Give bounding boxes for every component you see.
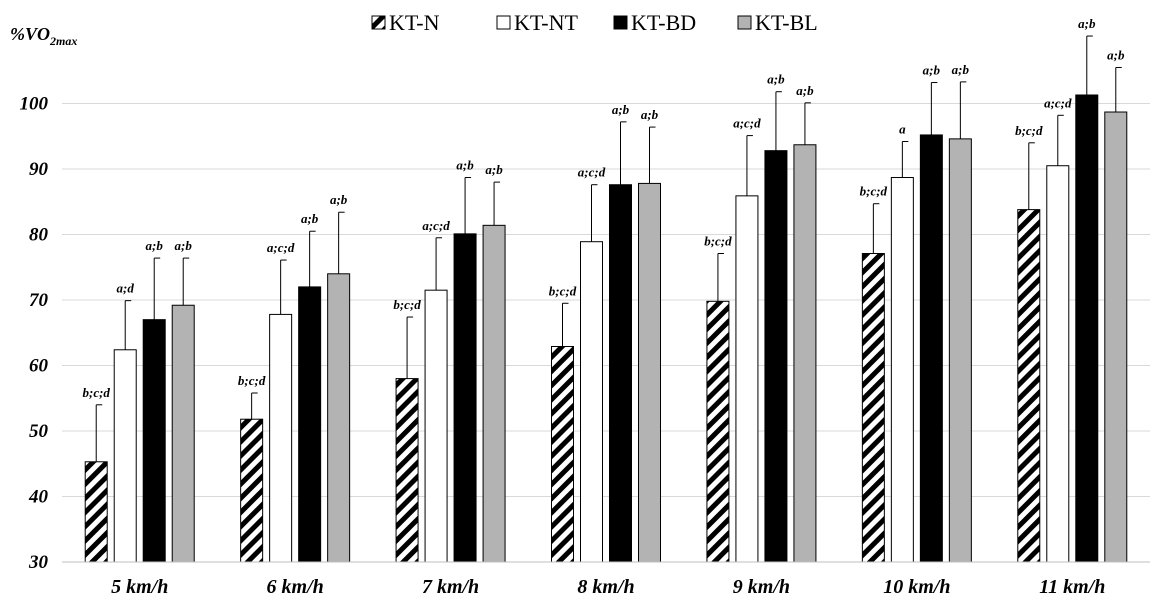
bar bbox=[919, 134, 943, 563]
bar bbox=[890, 177, 914, 563]
significance-labels: b;c;da;da;b a;bb;c;da;c;da;ba;bb;c;da;c;d… bbox=[82, 16, 1124, 400]
significance-label: a;b bbox=[641, 107, 659, 122]
legend: KT-N KT-NT KT-BD KT-BL bbox=[371, 10, 818, 35]
bar bbox=[1017, 209, 1041, 563]
significance-label: a;b bbox=[612, 102, 630, 117]
significance-label: a;c;d bbox=[422, 218, 450, 233]
x-axis-labels: 5 km/h 6 km/h 7 km/h 8 km/h 9 km/h 10 km/h 11 … bbox=[111, 576, 1105, 598]
significance-label: a;b bbox=[485, 162, 503, 177]
legend-swatch bbox=[371, 15, 386, 30]
significance-label: b;c;d bbox=[82, 385, 110, 400]
bar bbox=[706, 300, 730, 563]
bar bbox=[793, 144, 817, 563]
y-tick-label: 70 bbox=[29, 290, 49, 311]
bar bbox=[424, 289, 448, 563]
significance-label: a;b bbox=[330, 192, 348, 207]
x-tick-label: 6 km/h bbox=[267, 576, 324, 598]
grid bbox=[62, 103, 1150, 497]
bar bbox=[638, 182, 661, 563]
significance-label: a;b bbox=[923, 63, 941, 78]
significance-label: b;c;d bbox=[549, 283, 577, 298]
significance-label: b;c;d bbox=[238, 373, 266, 388]
legend-swatch bbox=[737, 15, 752, 30]
legend-label: KT-BD bbox=[631, 10, 696, 35]
bar bbox=[482, 224, 506, 563]
y-tick-label: 80 bbox=[29, 225, 49, 246]
legend-swatch bbox=[613, 15, 628, 30]
bar bbox=[269, 313, 293, 563]
significance-label: a;b bbox=[767, 72, 785, 87]
legend-label: KT-BL bbox=[755, 10, 818, 35]
y-axis-ticks: 30 40 50 60 70 80 90 100 bbox=[20, 94, 49, 574]
significance-label: a;c;d bbox=[1044, 95, 1072, 110]
significance-label: a;b bbox=[796, 83, 814, 98]
significance-label: a;d bbox=[117, 281, 135, 296]
x-tick-label: 11 km/h bbox=[1039, 576, 1105, 598]
bars bbox=[84, 94, 1128, 563]
y-tick-label: 40 bbox=[28, 487, 49, 508]
bar bbox=[240, 418, 264, 563]
x-tick-label: 8 km/h bbox=[577, 576, 634, 598]
significance-label: a;b bbox=[1078, 16, 1096, 31]
bar bbox=[609, 184, 632, 563]
significance-label: a bbox=[899, 121, 906, 136]
y-axis-label-sub: 2max bbox=[49, 34, 77, 48]
bar bbox=[1046, 165, 1070, 563]
bar bbox=[948, 138, 972, 563]
x-tick-label: 7 km/h bbox=[422, 576, 479, 598]
bar bbox=[113, 349, 137, 563]
significance-label: b;c;d bbox=[704, 233, 732, 248]
y-tick-label: 30 bbox=[28, 552, 49, 573]
bar bbox=[861, 252, 885, 563]
error-bars bbox=[95, 35, 1122, 462]
significance-label: a;b bbox=[952, 62, 970, 77]
significance-label: a;b bbox=[456, 158, 474, 173]
x-tick-label: 9 km/h bbox=[733, 576, 790, 598]
bar bbox=[171, 304, 195, 563]
y-axis-label: %VO2max bbox=[10, 24, 77, 48]
y-tick-label: 90 bbox=[29, 159, 49, 180]
significance-label: a;c;d bbox=[733, 116, 761, 131]
significance-label: b;c;d bbox=[860, 184, 888, 199]
bar bbox=[453, 233, 477, 563]
legend-label: KT-N bbox=[389, 10, 440, 35]
bar bbox=[580, 241, 603, 563]
significance-label: a;c;d bbox=[578, 165, 606, 180]
bar bbox=[84, 461, 108, 563]
y-tick-label: 60 bbox=[29, 356, 49, 377]
significance-label: a;b bbox=[175, 238, 193, 253]
y-tick-label: 50 bbox=[29, 421, 49, 442]
bar bbox=[298, 286, 322, 563]
bar bbox=[1075, 94, 1099, 563]
legend-swatch bbox=[496, 15, 511, 30]
significance-label: a;b bbox=[146, 238, 164, 253]
x-tick-label: 5 km/h bbox=[111, 576, 168, 598]
significance-label: b;c;d bbox=[393, 297, 421, 312]
bar bbox=[735, 195, 759, 563]
legend-label: KT-NT bbox=[514, 10, 579, 35]
bar bbox=[1104, 111, 1128, 563]
bar bbox=[142, 319, 166, 563]
y-tick-label: 100 bbox=[20, 94, 49, 115]
bar bbox=[327, 273, 351, 563]
significance-label: a;b bbox=[301, 211, 319, 226]
bar bbox=[551, 346, 574, 563]
significance-label: a;c;d bbox=[267, 240, 295, 255]
bar bbox=[764, 150, 788, 563]
bar bbox=[395, 378, 419, 563]
x-tick-label: 10 km/h bbox=[883, 576, 950, 598]
significance-label: b;c;d bbox=[1015, 123, 1043, 138]
y-axis-label-main: %VO bbox=[10, 24, 50, 44]
significance-label: a;b bbox=[1107, 47, 1125, 62]
